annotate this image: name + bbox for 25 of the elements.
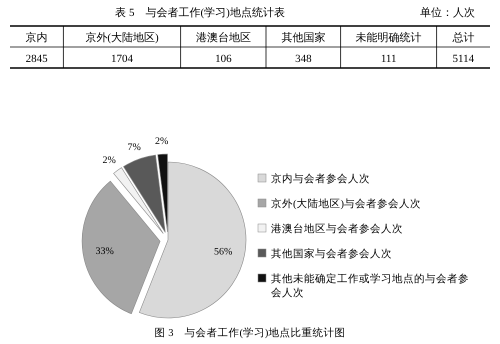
category-label: 总计 [451, 31, 474, 44]
data-label: 106 [215, 53, 232, 65]
data-label: 33% [95, 246, 114, 258]
category-label: 京内 [26, 31, 48, 44]
data-label: 2845 [26, 53, 48, 65]
data-label: 111 [380, 53, 397, 65]
text: 单位：人次 [420, 6, 475, 19]
legend-label: 京外(大陆地区)与会者参会人次 [271, 197, 421, 210]
category-label: 其他国家 [281, 31, 326, 44]
data-label: 2% [102, 155, 116, 166]
data-label: 348 [295, 53, 312, 65]
legend-label: 港澳台地区与会者参会人次 [271, 222, 403, 235]
data-label: 7% [127, 142, 141, 153]
legend-label: 其他国家与会者参会人次 [271, 247, 392, 260]
legend-label: 其他未能确定工作或学习地点的与会者参会人次 [271, 272, 469, 299]
category-label: 未能明确统计 [356, 31, 422, 44]
data-label: 5114 [452, 53, 475, 65]
data-label: 56% [214, 246, 232, 258]
legend-label: 京内与会者参会人次 [271, 172, 370, 185]
category-label: 京外(大陆地区) [85, 31, 159, 44]
category-label: 港澳台地区 [196, 31, 251, 44]
data-label: 2% [155, 136, 168, 148]
text: 表 5 与会者工作(学习)地点统计表 [115, 6, 285, 19]
data-label: 1704 [111, 53, 134, 65]
caption: 图 3 与会者工作(学习)地点比重统计图 [154, 326, 346, 339]
